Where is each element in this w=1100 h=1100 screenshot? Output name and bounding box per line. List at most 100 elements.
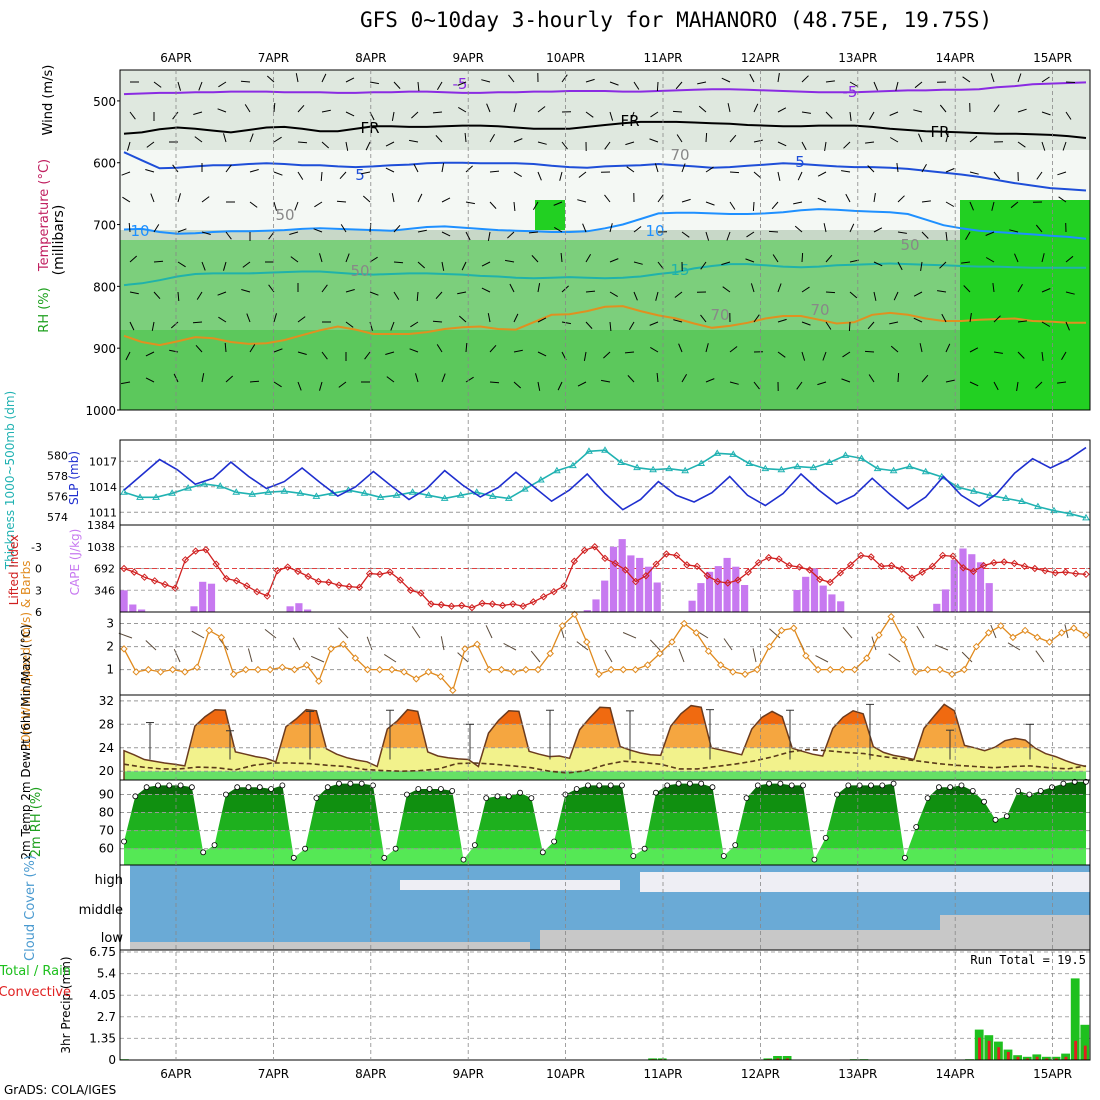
wind-barb bbox=[393, 291, 400, 300]
rh-point bbox=[619, 782, 625, 789]
wind-barb bbox=[532, 201, 539, 210]
wind-barb bbox=[627, 375, 635, 383]
wind-barb bbox=[1036, 171, 1043, 180]
wind-barb bbox=[195, 344, 203, 353]
li-point bbox=[355, 583, 364, 592]
wind-barb bbox=[1007, 642, 1021, 651]
li-point bbox=[324, 578, 333, 586]
thickness-point bbox=[761, 464, 770, 472]
precip-axis-label: 3hr Precip (mm) bbox=[59, 956, 73, 1053]
thickness-axis-label: Thickness 1000~500mb (dm) bbox=[3, 391, 17, 570]
precip-convective-bar bbox=[1074, 1040, 1078, 1060]
wind-barb bbox=[266, 75, 275, 83]
wind-barb bbox=[169, 349, 179, 353]
wind-barb bbox=[345, 111, 355, 117]
wind-barb bbox=[385, 141, 395, 147]
wind-axis-label: 10m Wind Speed (m/s) & Barbs bbox=[19, 561, 33, 750]
wind-barb bbox=[649, 639, 661, 651]
wind-barb bbox=[391, 111, 395, 121]
wind-barb bbox=[969, 313, 972, 323]
wind-barb bbox=[1065, 291, 1075, 295]
wind-speed-point bbox=[327, 645, 335, 653]
li-point bbox=[662, 550, 671, 558]
wind-barb bbox=[913, 109, 923, 113]
rh-point bbox=[234, 784, 241, 791]
wind-speed-point bbox=[948, 670, 956, 678]
li-point bbox=[396, 576, 405, 584]
wind-barb bbox=[173, 648, 181, 663]
wind-barb bbox=[1017, 108, 1027, 113]
wind-barb bbox=[340, 224, 347, 233]
li-point bbox=[222, 574, 231, 583]
li-point bbox=[529, 598, 538, 606]
thickness-point bbox=[713, 449, 722, 456]
wind-barb bbox=[969, 381, 979, 387]
wind-barb bbox=[561, 321, 571, 325]
wind-barb bbox=[201, 261, 206, 271]
li-point bbox=[191, 547, 200, 555]
wind-barb bbox=[153, 260, 164, 263]
wind-barb bbox=[777, 73, 780, 83]
slp-tick-label: 1011 bbox=[89, 506, 117, 519]
wind-speed-point bbox=[132, 668, 140, 676]
rh-tick-label: 80 bbox=[99, 806, 114, 820]
date-label-bottom: 13APR bbox=[838, 1067, 877, 1081]
wind-barb bbox=[513, 201, 516, 212]
rh-point bbox=[143, 784, 150, 791]
thickness-point bbox=[921, 467, 930, 475]
wind-barb bbox=[273, 171, 283, 176]
wind-barb bbox=[771, 201, 779, 210]
rh-shading-band bbox=[535, 200, 565, 230]
precip-convective-bar bbox=[1035, 1056, 1039, 1060]
cape-bar bbox=[950, 559, 958, 612]
wind-barb bbox=[578, 171, 587, 178]
wind-barb bbox=[127, 141, 131, 151]
wind-barb bbox=[465, 376, 474, 383]
isotherm-10 bbox=[123, 208, 1087, 240]
rh-point bbox=[675, 780, 682, 787]
wind-barb bbox=[1016, 381, 1019, 391]
rh-point bbox=[268, 786, 275, 792]
wind-barb bbox=[225, 164, 232, 173]
rh-point bbox=[630, 853, 637, 859]
wind-barb bbox=[721, 77, 731, 83]
wind-barb bbox=[817, 171, 827, 177]
wind-barb bbox=[888, 653, 901, 663]
wind-speed-point bbox=[339, 640, 347, 648]
wind-speed-point bbox=[1045, 638, 1054, 646]
rh-tick-label: 90 bbox=[99, 787, 114, 801]
rh-point bbox=[958, 782, 965, 789]
li-point bbox=[488, 600, 497, 608]
wind-barb bbox=[777, 283, 782, 293]
wind-barb bbox=[118, 632, 133, 639]
wind-speed-point bbox=[449, 686, 457, 695]
wind-barb bbox=[172, 164, 179, 173]
li-point bbox=[253, 587, 261, 596]
wind-barb bbox=[1041, 288, 1051, 293]
wind-barb bbox=[985, 257, 995, 263]
wind-barb bbox=[849, 259, 859, 263]
rh-point bbox=[856, 782, 863, 789]
thickness-point bbox=[168, 489, 176, 496]
thickness-point bbox=[184, 484, 193, 491]
precip-convective-bar bbox=[1045, 1058, 1049, 1060]
wind-barb bbox=[489, 170, 500, 173]
wind-barb bbox=[889, 137, 899, 143]
series-thickness bbox=[123, 449, 1087, 519]
wind-barb bbox=[409, 139, 419, 143]
wind-barb bbox=[817, 197, 827, 203]
wind-barb bbox=[869, 111, 875, 121]
cape-bar bbox=[985, 583, 993, 612]
temp-tick-label: 32 bbox=[99, 694, 114, 708]
li-point bbox=[1082, 570, 1090, 579]
wind-barb bbox=[441, 231, 451, 237]
precip-convective-bar bbox=[1054, 1058, 1058, 1060]
date-label-top: 7APR bbox=[258, 51, 289, 65]
wind-speed-point bbox=[643, 661, 652, 669]
contour-label: 70 bbox=[670, 146, 689, 164]
thickness-point bbox=[1017, 497, 1026, 504]
wind-speed-point bbox=[461, 645, 469, 653]
rh-point bbox=[936, 784, 942, 791]
wind-barb bbox=[273, 313, 277, 323]
upper-side-label: Wind (m/s) bbox=[41, 65, 56, 136]
